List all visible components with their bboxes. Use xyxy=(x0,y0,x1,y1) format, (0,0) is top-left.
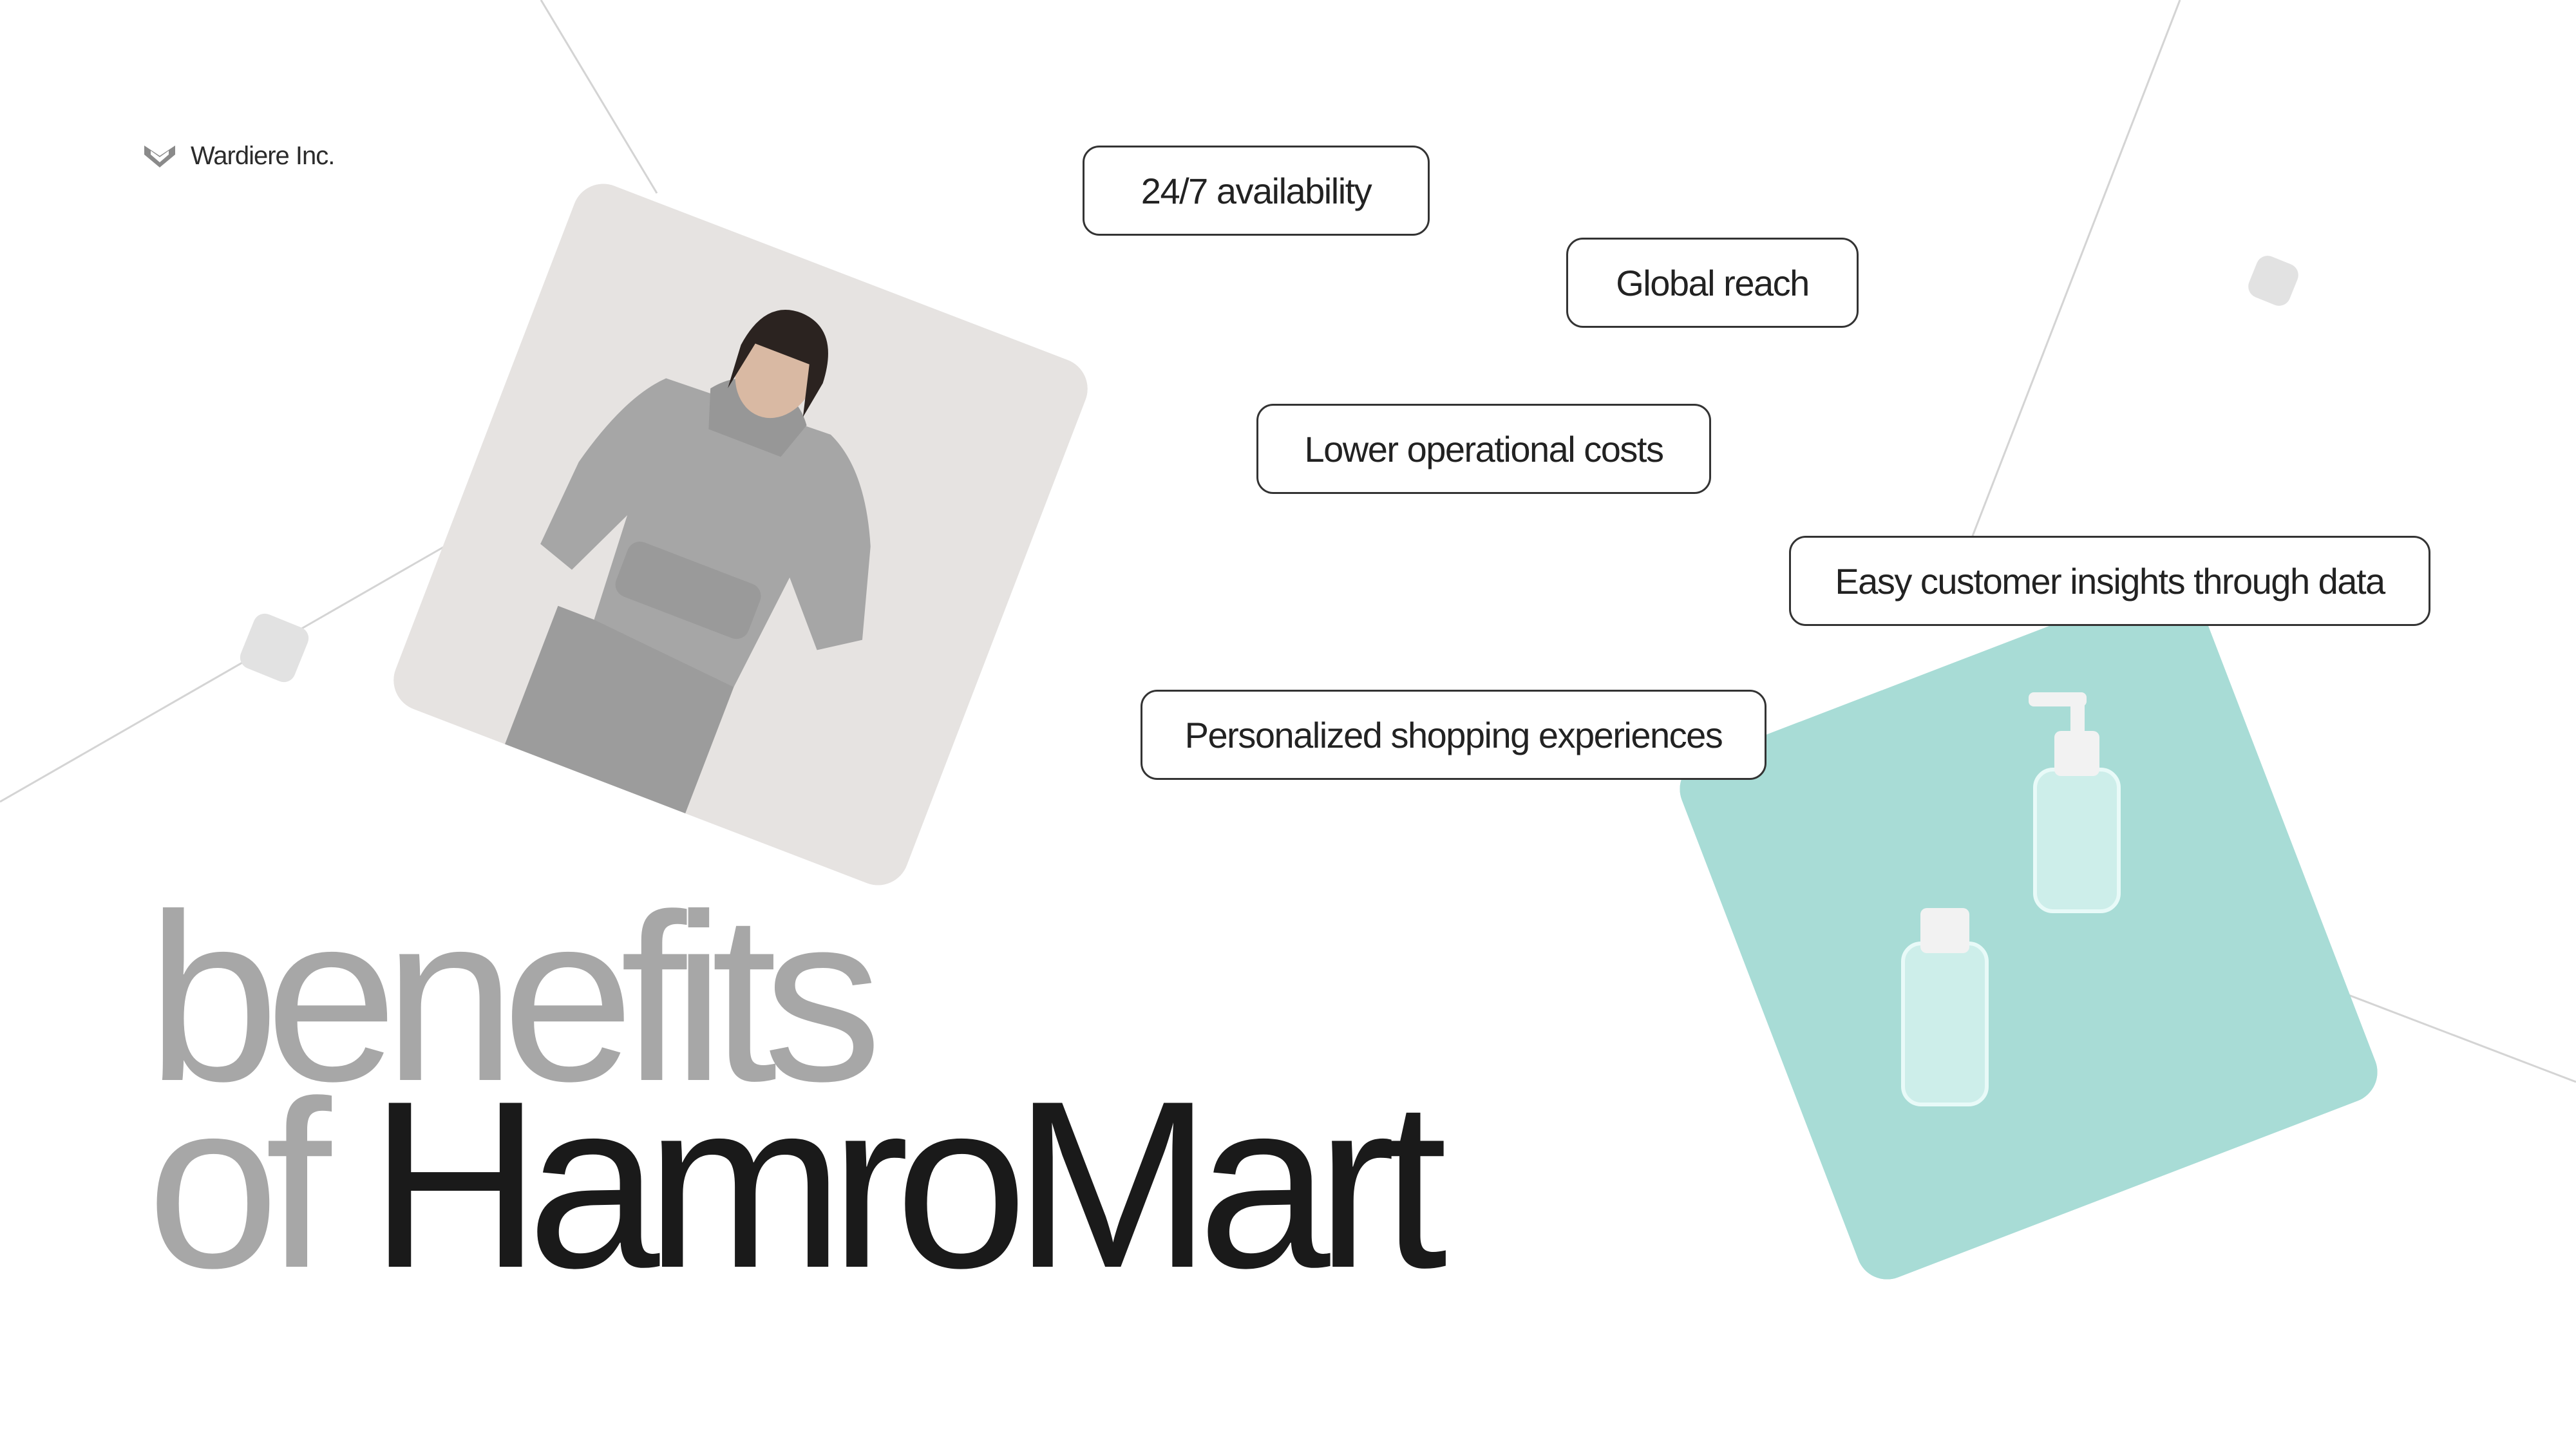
benefit-chip-customer-insights: Easy customer insights through data xyxy=(1789,536,2430,626)
brand-name: Wardiere Inc. xyxy=(191,142,335,170)
headline: benefits of HamroMart xyxy=(147,865,1448,1304)
headline-line-2: of HamroMart xyxy=(147,1066,1448,1304)
heart-chevron-logo-icon xyxy=(144,145,175,167)
brand: Wardiere Inc. xyxy=(143,142,335,171)
hand-sanitizer-bottles-photo xyxy=(1671,573,2387,1289)
headline-prefix: of xyxy=(147,1052,332,1318)
headline-brand: HamroMart xyxy=(369,1052,1447,1318)
headline-line-1: benefits xyxy=(147,865,882,1131)
benefit-chip-lower-operational-costs: Lower operational costs xyxy=(1256,404,1711,494)
benefit-chip-24-7-availability: 24/7 availability xyxy=(1083,146,1430,236)
benefit-chip-global-reach: Global reach xyxy=(1566,238,1859,328)
person-in-grey-hoodie-photo xyxy=(384,175,1097,895)
benefit-chip-personalized-shopping: Personalized shopping experiences xyxy=(1141,690,1766,780)
